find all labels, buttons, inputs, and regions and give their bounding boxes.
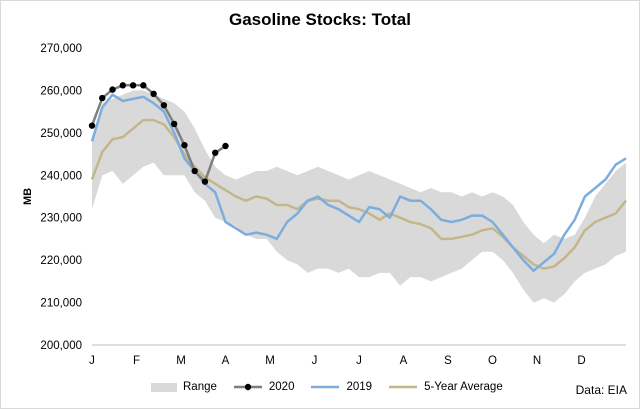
- x-tick-label: F: [133, 355, 140, 367]
- data-point-2020: [222, 142, 229, 150]
- legend-item-range: Range: [151, 381, 217, 393]
- data-point-2020: [129, 82, 137, 89]
- x-tick-label: S: [444, 355, 452, 367]
- x-tick-label: M: [176, 355, 186, 367]
- data-point-2020: [150, 90, 157, 98]
- y-axis-label: MB: [22, 188, 34, 205]
- legend-item-5yr-avg: 5-Year Average: [388, 381, 503, 393]
- y-tick-label: 240,000: [40, 170, 82, 182]
- data-point-2020: [140, 82, 147, 89]
- x-tick-label: J: [89, 355, 95, 367]
- series-line-2019: [90, 93, 627, 273]
- legend-swatch-5yr-avg: [389, 385, 418, 389]
- data-point-2020: [109, 86, 116, 93]
- data-source-note: Data: EIA: [575, 383, 627, 397]
- legend-swatch-2019: [311, 385, 340, 389]
- legend-label-2019: 2019: [346, 381, 373, 393]
- legend-item-2020: 2020: [233, 381, 295, 393]
- x-tick-label: J: [312, 355, 318, 367]
- x-tick-label: J: [356, 355, 362, 367]
- x-tick-label: A: [222, 355, 230, 367]
- data-point-2020: [201, 178, 209, 185]
- data-point-2020: [99, 94, 106, 102]
- chart-legend: Range 2020 2019 5-Year Average: [151, 381, 503, 393]
- y-tick-label: 250,000: [40, 128, 82, 140]
- range-band: [92, 90, 626, 303]
- data-point-2020: [160, 102, 168, 109]
- y-tick-label: 270,000: [40, 43, 82, 55]
- range-band-layer: [92, 90, 626, 303]
- x-tick-label: O: [488, 355, 497, 367]
- series-lines-layer: [88, 82, 627, 273]
- data-point-2020: [181, 141, 188, 149]
- x-tick-label: D: [577, 355, 585, 367]
- data-point-2020: [212, 149, 219, 156]
- x-tick-label: M: [265, 355, 275, 367]
- legend-swatch-range: [151, 382, 177, 392]
- legend-item-2019: 2019: [310, 381, 372, 393]
- x-tick-label: A: [400, 355, 408, 367]
- legend-label-range: Range: [183, 381, 217, 393]
- x-tick-label: N: [533, 355, 541, 367]
- legend-swatch-2020: [233, 383, 262, 391]
- y-tick-label: 200,000: [40, 340, 82, 352]
- y-tick-label: 220,000: [40, 255, 82, 267]
- y-axis-ticks: 200,000 210,000 220,000 230,000 240,000 250,0…: [40, 43, 82, 352]
- chart-title: Gasoline Stocks: Total: [228, 10, 411, 29]
- legend-label-2020: 2020: [268, 381, 295, 393]
- y-tick-label: 230,000: [40, 213, 82, 225]
- data-point-2020: [191, 167, 198, 175]
- y-tick-label: 210,000: [40, 298, 82, 310]
- y-tick-label: 260,000: [40, 85, 82, 97]
- data-point-2020: [119, 82, 127, 89]
- data-point-2020: [170, 120, 178, 128]
- data-point-2020: [88, 122, 96, 129]
- legend-label-5yr-avg: 5-Year Average: [424, 381, 503, 393]
